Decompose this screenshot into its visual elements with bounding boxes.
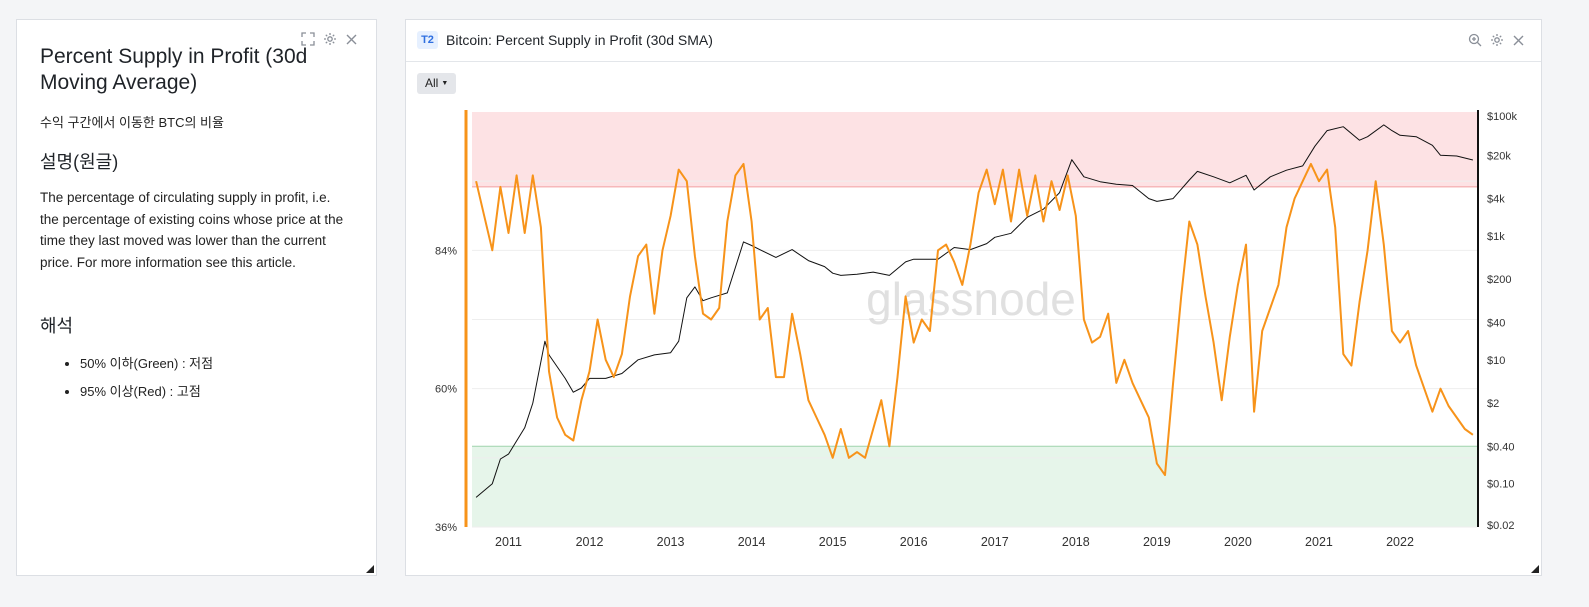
y-right-tick-label: $1k [1487,231,1505,243]
range-label: All [425,76,439,90]
x-tick-label: 2016 [900,535,928,549]
chart: glassnode 36% 60% 84% $0.02 $0.10 $0.40 $2 $10… [435,110,1517,549]
y-right-tick-label: $100k [1487,111,1517,123]
y-right-tick-label: $10 [1487,355,1505,367]
y-left-tick-label: 84% [435,245,457,257]
y-left-tick-label: 60% [435,384,457,396]
gear-icon[interactable] [323,32,337,46]
list-item: 95% 이상(Red) : 고점 [80,378,213,406]
x-tick-label: 2021 [1305,535,1333,549]
y-right-tick-label: $0.40 [1487,441,1515,453]
info-subtitle: 수익 구간에서 이동한 BTC의 비율 [40,115,224,130]
y-right-tick-label: $20k [1487,150,1511,162]
supply-in-profit-line [475,162,1474,477]
chart-panel: T2 Bitcoin: Percent Supply in Profit (30… [405,19,1542,576]
close-icon[interactable] [345,33,358,46]
band-zone [472,112,1477,187]
y-right-tick-label: $4k [1487,194,1505,206]
x-tick-label: 2017 [981,535,1009,549]
info-panel-toolbar [301,32,358,46]
zoom-icon[interactable] [1468,33,1482,47]
band-zone [472,446,1477,527]
description-text: The percentage of circulating supply in … [40,190,344,270]
y-right-tick-label: $40 [1487,318,1505,330]
caret-down-icon: ▼ [441,80,449,88]
y-right-tick-label: $200 [1487,274,1511,286]
y-right-tick-label: $0.02 [1487,520,1515,532]
x-tick-label: 2011 [495,535,522,549]
x-tick-label: 2020 [1224,535,1252,549]
description-heading: 설명(원글) [40,152,119,172]
resize-handle[interactable] [1531,565,1539,573]
x-tick-label: 2022 [1386,535,1414,549]
watermark: glassnode [866,273,1076,325]
x-tick-label: 2018 [1062,535,1090,549]
y-left-tick-label: 36% [435,522,457,534]
chart-header: T2 Bitcoin: Percent Supply in Profit (30… [406,20,1541,62]
info-panel: Percent Supply in Profit (30d Moving Ave… [16,19,377,576]
chart-toolbar [1468,33,1525,47]
y-right-tick-label: $2 [1487,398,1499,410]
x-tick-label: 2019 [1143,535,1171,549]
resize-handle[interactable] [366,565,374,573]
x-tick-label: 2013 [657,535,685,549]
range-select-button[interactable]: All ▼ [417,73,457,94]
interpretation-heading: 해석 [40,316,74,336]
chart-title: Bitcoin: Percent Supply in Profit (30d S… [446,32,713,48]
gear-icon[interactable] [1490,33,1504,47]
y-right-tick-label: $0.10 [1487,479,1515,491]
expand-icon[interactable] [301,32,315,46]
interpretation-list: 50% 이하(Green) : 저점 95% 이상(Red) : 고점 [40,350,213,406]
list-item: 50% 이하(Green) : 저점 [80,350,213,378]
t2-badge: T2 [417,31,438,49]
x-tick-label: 2015 [819,535,847,549]
x-tick-label: 2014 [738,535,766,549]
info-title: Percent Supply in Profit (30d Moving Ave… [40,45,308,94]
close-icon[interactable] [1512,34,1525,47]
x-tick-label: 2012 [576,535,604,549]
